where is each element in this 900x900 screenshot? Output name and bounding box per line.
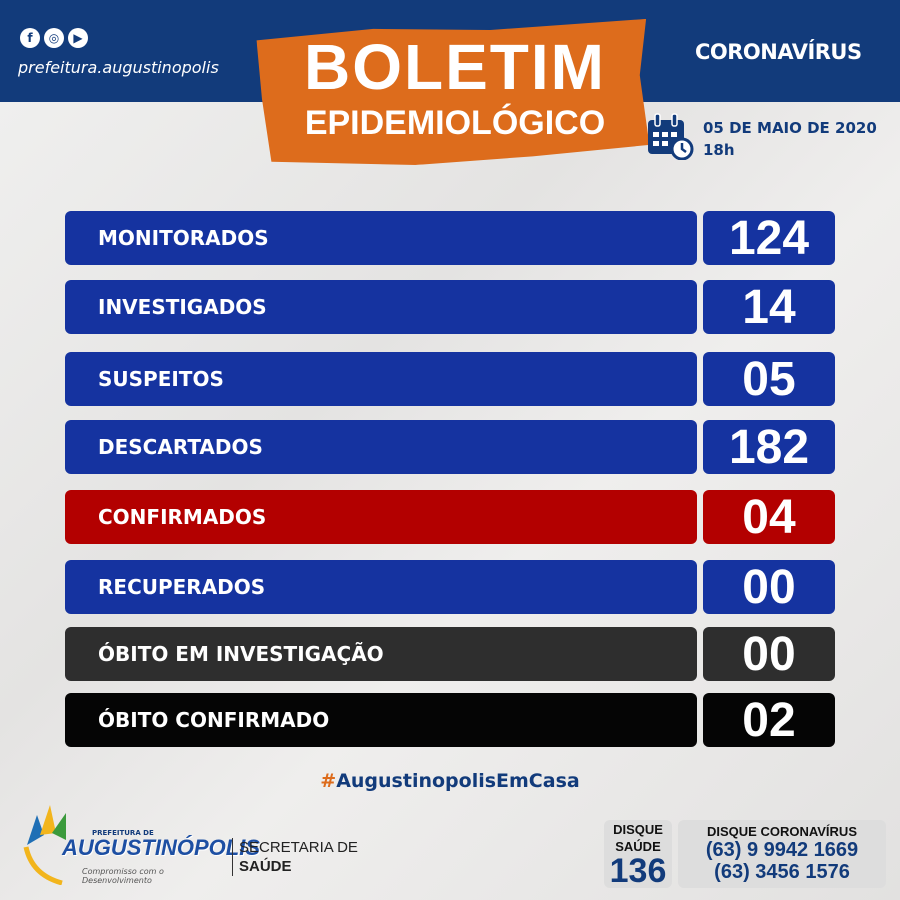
stat-row: SUSPEITOS 05 bbox=[65, 352, 835, 406]
stat-value: 00 bbox=[703, 627, 835, 681]
stat-label: DESCARTADOS bbox=[65, 420, 697, 474]
stat-value: 124 bbox=[703, 211, 835, 265]
saude-label: SAÚDE bbox=[615, 839, 661, 854]
disque-label: DISQUE bbox=[613, 822, 663, 837]
logo-name: AUGUSTINÓPOLIS bbox=[62, 835, 261, 860]
social-icons: f ◎ ▶ bbox=[20, 28, 88, 48]
secretaria-line2: SAÚDE bbox=[239, 858, 292, 875]
stat-row: DESCARTADOS 182 bbox=[65, 420, 835, 474]
phone-1: (63) 9 9942 1669 bbox=[705, 839, 859, 861]
logo-pre: PREFEITURA DE bbox=[92, 829, 154, 837]
facebook-icon: f bbox=[20, 28, 40, 48]
stat-value: 00 bbox=[703, 560, 835, 614]
stat-row: RECUPERADOS 00 bbox=[65, 560, 835, 614]
social-handle: prefeitura.augustinopolis bbox=[18, 58, 219, 77]
bulletin-date: 05 DE MAIO DE 2020 18h bbox=[703, 117, 877, 161]
stat-row: MONITORADOS 124 bbox=[65, 211, 835, 265]
stat-label: ÓBITO CONFIRMADO bbox=[65, 693, 697, 747]
stat-value: 04 bbox=[703, 490, 835, 544]
hashtag: #AugustinopolisEmCasa bbox=[0, 770, 900, 792]
stat-value: 14 bbox=[703, 280, 835, 334]
stat-row: INVESTIGADOS 14 bbox=[65, 280, 835, 334]
disque-saude-number: 136 bbox=[609, 852, 667, 890]
hashtag-text: AugustinopolisEmCasa bbox=[336, 770, 580, 792]
title-line2: EPIDEMIOLÓGICO bbox=[304, 104, 606, 142]
phone-2: (63) 3456 1576 bbox=[714, 861, 850, 883]
stat-label: ÓBITO EM INVESTIGAÇÃO bbox=[65, 627, 697, 681]
secretaria-line1: SECRETARIA DE bbox=[239, 839, 358, 856]
title-line1: BOLETIM bbox=[304, 31, 606, 103]
stat-row: CONFIRMADOS 04 bbox=[65, 490, 835, 544]
time-text: 18h bbox=[703, 141, 735, 159]
stat-label: RECUPERADOS bbox=[65, 560, 697, 614]
stat-label: CONFIRMADOS bbox=[65, 490, 697, 544]
disque-coronavirus-title: DISQUE CORONAVÍRUS bbox=[707, 824, 857, 839]
calendar-clock-icon bbox=[648, 113, 694, 160]
date-text: 05 DE MAIO DE 2020 bbox=[703, 119, 877, 137]
stat-row: ÓBITO EM INVESTIGAÇÃO 00 bbox=[65, 627, 835, 681]
stat-value: 05 bbox=[703, 352, 835, 406]
instagram-icon: ◎ bbox=[44, 28, 64, 48]
logo-emblem-icon bbox=[23, 805, 66, 885]
logo-slogan: Compromisso com o Desenvolvimento bbox=[82, 867, 164, 885]
stat-value: 02 bbox=[703, 693, 835, 747]
stat-label: SUSPEITOS bbox=[65, 352, 697, 406]
stat-value: 182 bbox=[703, 420, 835, 474]
stat-label: INVESTIGADOS bbox=[65, 280, 697, 334]
secretaria-label: SECRETARIA DE SAÚDE bbox=[232, 838, 358, 876]
hash-symbol: # bbox=[320, 770, 337, 792]
disque-saude-box: DISQUE SAÚDE 136 bbox=[604, 820, 672, 888]
disque-coronavirus-box: DISQUE CORONAVÍRUS (63) 9 9942 1669 (63)… bbox=[678, 820, 886, 888]
campaign-label: CORONAVÍRUS bbox=[695, 40, 862, 64]
stat-row: ÓBITO CONFIRMADO 02 bbox=[65, 693, 835, 747]
youtube-icon: ▶ bbox=[68, 28, 88, 48]
prefeitura-logo: PREFEITURA DE AUGUSTINÓPOLIS Compromisso… bbox=[22, 805, 260, 885]
stat-label: MONITORADOS bbox=[65, 211, 697, 265]
